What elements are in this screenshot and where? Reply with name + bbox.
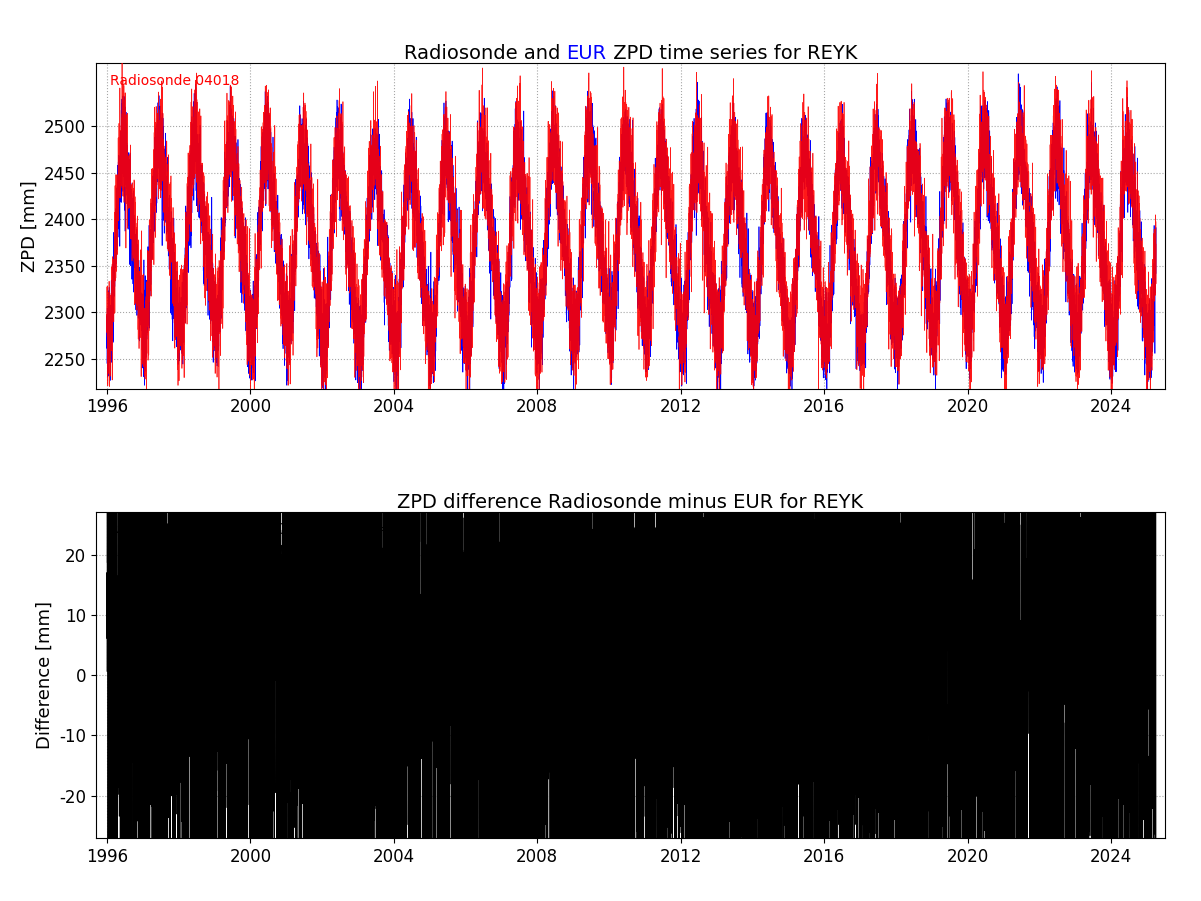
Text: Radiosonde 04018: Radiosonde 04018 [110,75,239,88]
Text: ZPD time series for REYK: ZPD time series for REYK [607,44,858,63]
Y-axis label: Difference [mm]: Difference [mm] [36,601,54,749]
Text: Radiosonde and: Radiosonde and [404,44,567,63]
Text: EUR: EUR [567,44,607,63]
Text: RS 04018: 4.3 +/- 7.7 mm (#  14403, dist =  km): RS 04018: 4.3 +/- 7.7 mm (# 14403, dist … [110,522,419,535]
Text: ZPD difference Radiosonde minus EUR for REYK: ZPD difference Radiosonde minus EUR for … [398,494,864,513]
Y-axis label: ZPD [mm]: ZPD [mm] [20,180,38,272]
